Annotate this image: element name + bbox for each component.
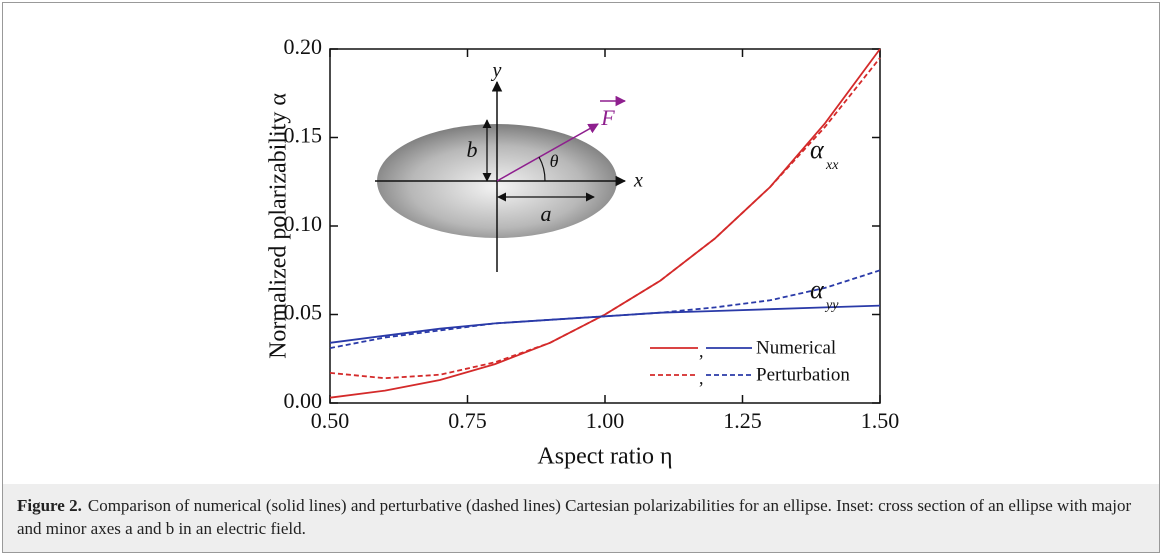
annotation-subscript: xx — [825, 158, 839, 173]
caption: Figure 2. Comparison of numerical (solid … — [3, 484, 1159, 552]
legend-label: Perturbation — [756, 364, 850, 385]
legend-separator: , — [699, 368, 704, 388]
inset-y-label: y — [491, 60, 502, 82]
y-tick-label: 0.10 — [284, 211, 323, 236]
figure-frame — [2, 2, 1160, 553]
series-line — [329, 57, 881, 380]
y-tick-label: 0.05 — [284, 300, 323, 325]
x-tick-label: 0.75 — [448, 408, 487, 433]
series-line — [329, 269, 881, 349]
angle-arc — [538, 156, 546, 182]
inset-x-label: x — [633, 170, 643, 192]
major-axis-label: a — [541, 201, 552, 226]
chart: Normalized polarizability α Aspect ratio… — [266, 34, 900, 470]
y-tick-label: 0.00 — [284, 388, 323, 413]
x-tick-label: 1.00 — [586, 408, 625, 433]
series-line — [329, 304, 881, 344]
x-tick-label: 1.25 — [723, 408, 762, 433]
minor-axis-label: b — [467, 137, 478, 162]
x-tick-label: 1.50 — [861, 408, 900, 433]
y-tick-label: 0.20 — [284, 34, 323, 59]
inset: y x b a θ F — [375, 60, 643, 272]
field-label: F — [600, 105, 615, 130]
annotation: α — [810, 275, 825, 304]
annotation: α — [810, 135, 825, 164]
caption-text: Comparison of numerical (solid lines) an… — [17, 496, 1132, 538]
legend-label: Numerical — [756, 337, 836, 358]
y-tick-label: 0.15 — [284, 123, 323, 148]
annotation-subscript: yy — [824, 298, 839, 313]
x-tick-label: 0.50 — [311, 408, 350, 433]
legend-separator: , — [699, 341, 704, 361]
field-arrow — [496, 123, 599, 182]
x-axis-label: Aspect ratio η — [537, 444, 672, 470]
caption-label: Figure 2. — [17, 496, 82, 515]
y-axis-label: Normalized polarizability α — [266, 93, 292, 359]
angle-label: θ — [550, 151, 559, 171]
